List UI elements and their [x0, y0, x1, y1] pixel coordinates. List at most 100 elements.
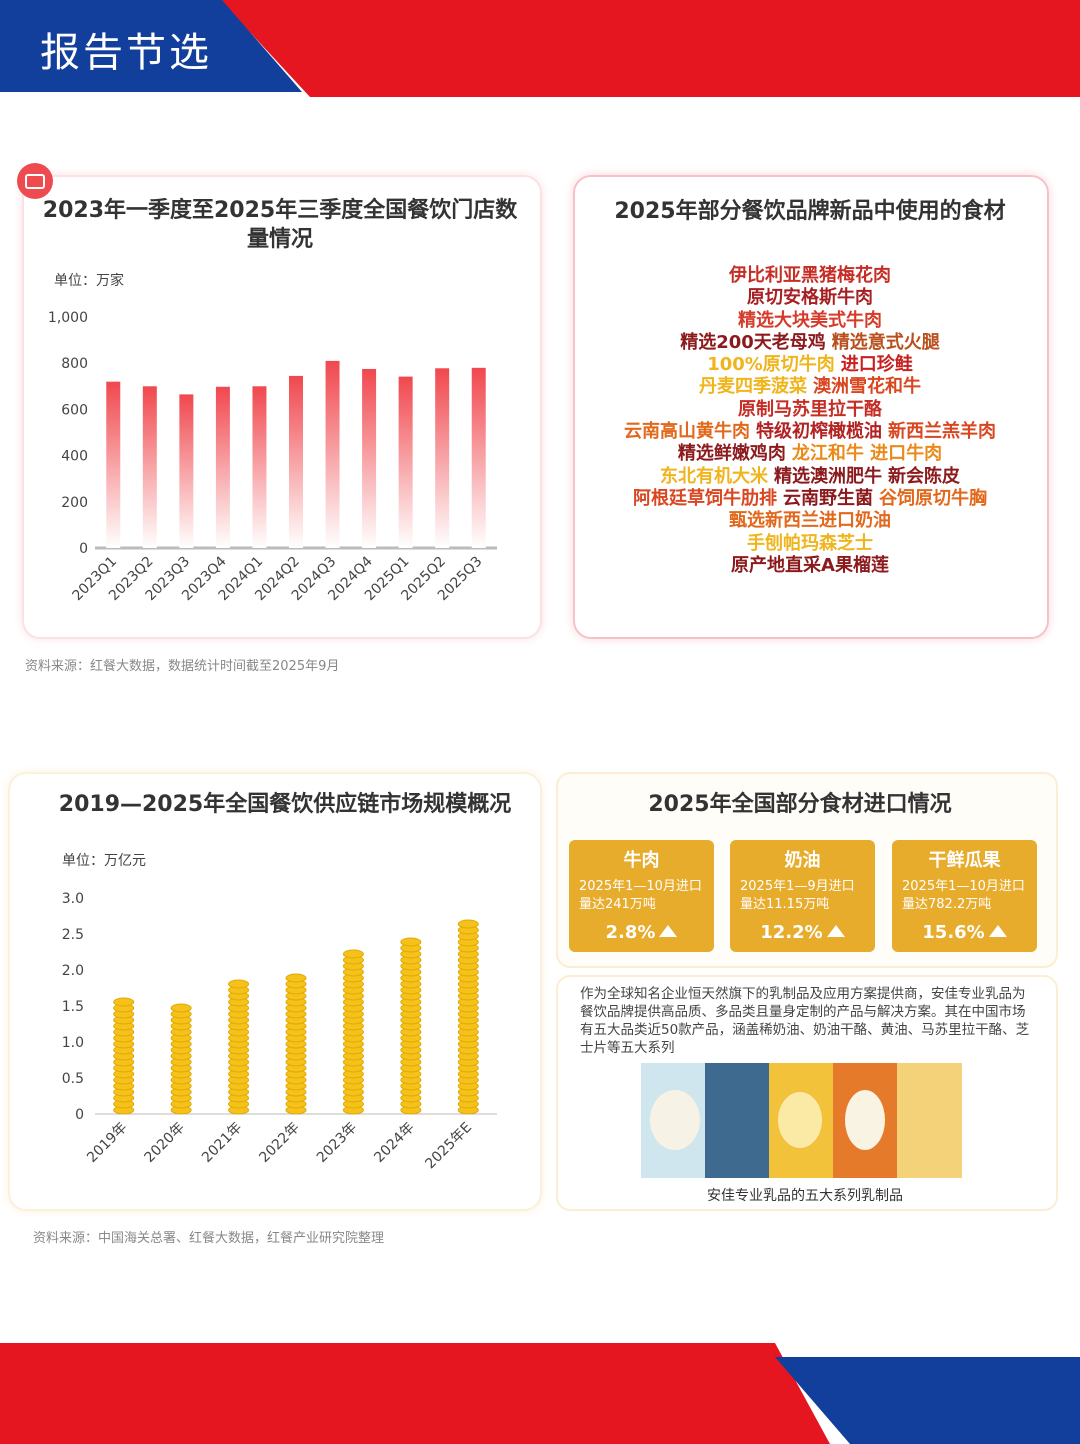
import-item: 奶油 2025年1—9月进口量达11.15万吨 12.2% — [730, 840, 875, 952]
bar — [179, 394, 194, 548]
import-item: 牛肉 2025年1—10月进口量达241万吨 2.8% — [569, 840, 714, 952]
coin — [170, 1003, 192, 1013]
word-line: 东北有机大米 精选澳洲肥牛 新会陈皮 — [580, 466, 1040, 488]
bar — [228, 979, 250, 1115]
up-arrow — [826, 925, 845, 937]
ingredient-word: 精选大块美式牛肉 — [738, 309, 882, 331]
item-change: 2.8% — [605, 922, 656, 943]
y-tick-label: 3.0 — [62, 891, 84, 907]
y-tick-label: 0.5 — [62, 1071, 84, 1087]
ingredient-word: 精选200天老母鸡 — [680, 331, 826, 353]
brand-text: 作为全球知名企业恒天然旗下的乳制品及应用方案提供商，安佳专业乳品为餐饮品牌提供高… — [580, 986, 1030, 1056]
bar — [362, 368, 377, 548]
header-red — [220, 0, 1080, 97]
y-tick-label: 1.0 — [62, 1035, 84, 1051]
item-change: 12.2% — [760, 922, 823, 943]
product-image — [845, 1090, 885, 1150]
ingredient-word: 阿根廷草饲牛肋排 — [633, 487, 777, 509]
source: 资料来源：中国海关总署、红餐大数据，红餐产业研究院整理 — [33, 1231, 385, 1246]
footer-red — [0, 1343, 830, 1444]
y-tick-label: 1,000 — [48, 310, 88, 326]
product-image — [897, 1063, 962, 1178]
import-title: 2025年全国部分食材进口情况 — [648, 792, 952, 817]
y-tick-label: 2.5 — [62, 927, 84, 943]
bar — [215, 386, 230, 548]
ingredient-word: 手刨帕玛森芝士 — [747, 532, 873, 554]
y-tick-label: 400 — [61, 449, 88, 465]
word-line: 云南高山黄牛肉 特级初榨橄榄油 新西兰羔羊肉 — [580, 421, 1040, 443]
ingredient-word: 伊比利亚黑猪梅花肉 — [729, 265, 891, 286]
ingredient-word: 原切安格斯牛肉 — [747, 287, 873, 309]
coin — [400, 937, 422, 947]
chart-title: 2023年一季度至2025年三季度全国餐饮门店数量情况 — [42, 198, 518, 252]
bar — [289, 375, 303, 548]
ingredient-word: 原产地直采A果榴莲 — [731, 554, 889, 576]
word-line: 100%原切牛肉 进口珍鲑 — [580, 354, 1040, 376]
bar — [113, 997, 135, 1115]
ingredient-word: 新会陈皮 — [888, 465, 960, 487]
ingredient-word: 丹麦四季菠菜 — [699, 376, 807, 398]
bar — [252, 386, 267, 548]
bar — [471, 367, 486, 548]
ingredient-word: 云南野生菌 — [783, 487, 873, 509]
item-change-row: 15.6% — [892, 922, 1037, 943]
ingredient-word: 精选澳洲肥牛 — [774, 465, 882, 487]
bar — [435, 368, 450, 548]
up-arrow — [988, 925, 1007, 937]
ingredient-word: 甄选新西兰进口奶油 — [729, 510, 891, 532]
bar — [106, 381, 121, 548]
item-desc: 2025年1—10月进口量达241万吨 — [579, 879, 702, 912]
x-tick-label: 2019年 — [84, 1120, 130, 1166]
ingredient-word: 新西兰羔羊肉 — [888, 421, 996, 443]
item-name: 干鲜瓜果 — [928, 850, 1001, 871]
word-line: 原制马苏里拉干酪 — [580, 399, 1040, 421]
coin — [285, 973, 307, 983]
bar — [400, 937, 422, 1115]
bar — [457, 919, 479, 1115]
product-image — [778, 1092, 822, 1148]
chart-card — [8, 772, 542, 1211]
unit-label: 单位：万家 — [54, 273, 124, 289]
y-tick-label: 2.0 — [62, 963, 84, 979]
coin — [457, 919, 479, 929]
source: 资料来源：红餐大数据，数据统计时间截至2025年9月 — [25, 659, 340, 674]
bar — [142, 386, 157, 548]
bar — [398, 376, 413, 548]
item-name: 牛肉 — [623, 850, 660, 871]
footer-blue — [775, 1357, 1080, 1444]
word-line: 甄选新西兰进口奶油 — [580, 510, 1040, 532]
word-line: 阿根廷草饲牛肋排 云南野生菌 谷饲原切牛胸 — [580, 488, 1040, 510]
ingredient-word: 谷饲原切牛胸 — [879, 487, 987, 509]
ingredient-word: 特级初榨橄榄油 — [756, 421, 882, 443]
item-change-row: 2.8% — [569, 922, 714, 943]
ingredient-word: 澳洲雪花和牛 — [813, 376, 921, 398]
product-image — [650, 1090, 700, 1150]
y-tick-label: 0 — [79, 541, 88, 557]
ingredient-word: 龙江和牛 进口牛肉 — [791, 443, 943, 465]
y-tick-label: 600 — [61, 402, 88, 418]
word-line: 精选200天老母鸡 精选意式火腿 — [580, 332, 1040, 354]
icon-shape — [25, 174, 45, 189]
ingredient-title: 2025年部分餐饮品牌新品中使用的食材 — [614, 199, 1006, 224]
word-line: 原切安格斯牛肉 — [580, 287, 1040, 309]
ingredient-word: 原制马苏里拉干酪 — [738, 398, 882, 420]
icon — [17, 163, 53, 199]
chart-title: 2019—2025年全国餐饮供应链市场规模概况 — [58, 792, 512, 817]
import-item: 干鲜瓜果 2025年1—10月进口量达782.2万吨 15.6% — [892, 840, 1037, 952]
x-tick-label: 2025年E — [422, 1120, 475, 1173]
item-desc: 2025年1—10月进口量达782.2万吨 — [902, 879, 1025, 912]
coin — [342, 949, 364, 959]
coin — [113, 997, 135, 1007]
x-tick-label: 2024年 — [371, 1120, 417, 1166]
unit-label: 单位：万亿元 — [62, 853, 146, 869]
ingredient-card — [573, 175, 1049, 639]
header-title: 报告节选 — [40, 30, 212, 76]
x-tick-label: 2022年 — [256, 1120, 302, 1166]
x-tick-label: 2021年 — [199, 1120, 245, 1166]
x-tick-label: 2020年 — [142, 1120, 188, 1166]
y-tick-label: 0 — [75, 1107, 84, 1123]
word-line: 精选大块美式牛肉 — [580, 310, 1040, 332]
y-tick-label: 200 — [61, 495, 88, 511]
